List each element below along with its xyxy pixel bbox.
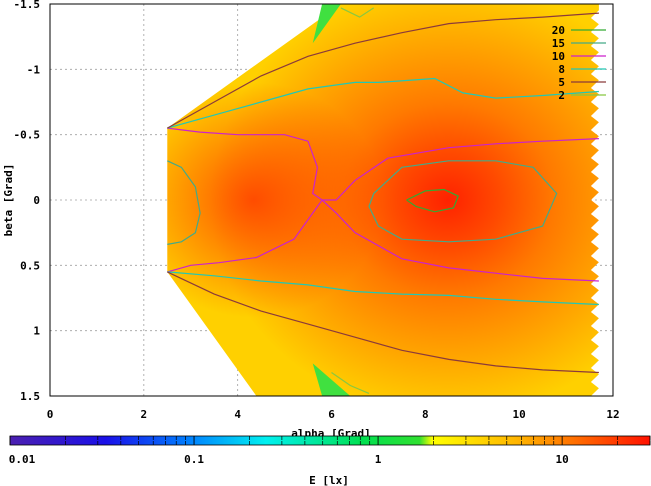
x-tick-labels: 0 2 4 6 8 10 12 — [47, 408, 620, 421]
y-tick-label: 0 — [33, 194, 40, 207]
contour-line-15 — [167, 160, 201, 245]
contour-line-8 — [167, 77, 599, 129]
y-tick-label: 1 — [33, 325, 40, 338]
colorbar-tick-label: 0.01 — [9, 453, 36, 466]
contour-line-5 — [167, 12, 599, 129]
legend-label: 8 — [558, 63, 565, 76]
y-tick-label: 0.5 — [20, 259, 40, 272]
contour-line-20 — [406, 188, 459, 213]
y-tick-label: -1.5 — [14, 0, 41, 11]
x-tick-label: 4 — [234, 408, 241, 421]
colorbar-label: E [lx] — [309, 474, 349, 486]
contour-line-2 — [331, 372, 370, 394]
x-tick-label: 6 — [328, 408, 335, 421]
plot-border — [49, 3, 614, 397]
colorbar-tick-label: 10 — [556, 453, 569, 466]
y-tick-label: 1.5 — [20, 390, 40, 403]
surface-hotspot-left — [167, 4, 599, 396]
surface — [167, 4, 599, 396]
legend-label: 20 — [552, 24, 565, 37]
legend-label: 2 — [558, 89, 565, 102]
legend-label: 5 — [558, 76, 565, 89]
x-tick-label: 8 — [422, 408, 429, 421]
legend-label: 10 — [552, 50, 565, 63]
contour-line-15 — [368, 160, 558, 243]
x-tick-label: 12 — [606, 408, 619, 421]
contour-line-2 — [340, 7, 375, 18]
y-tick-labels: -1.5 -1 -0.5 0 0.5 1 1.5 — [14, 0, 41, 403]
surface-edge-upper — [312, 4, 341, 44]
colorbar-tick-label: 0.1 — [184, 453, 204, 466]
contour-line-10 — [167, 199, 599, 282]
contours — [167, 7, 599, 394]
contour-line-5 — [167, 271, 599, 374]
x-tick-label: 10 — [513, 408, 526, 421]
legend-label: 15 — [552, 37, 565, 50]
colorbar-tick-label: 1 — [375, 453, 382, 466]
x-tick-label: 2 — [141, 408, 148, 421]
surface-edge-lower — [312, 363, 351, 396]
y-tick-label: -0.5 — [14, 129, 41, 142]
y-axis-label: beta [Grad] — [2, 164, 15, 237]
contour-line-8 — [167, 271, 599, 306]
y-tick-label: -1 — [27, 63, 41, 76]
x-tick-label: 0 — [47, 408, 54, 421]
colorbar-ticks: 0.01 0.1 1 10 — [9, 436, 651, 466]
